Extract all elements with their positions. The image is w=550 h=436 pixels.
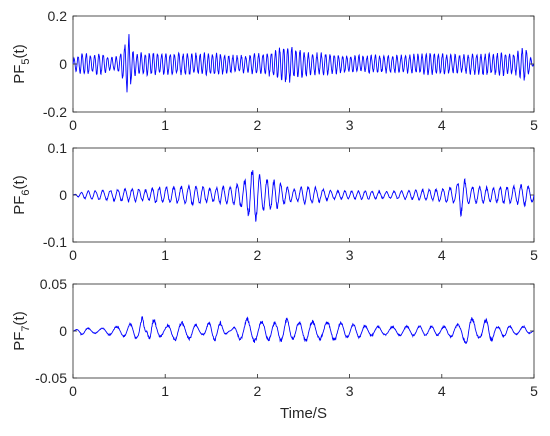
- series-line: [72, 316, 535, 344]
- x-tick-label: 2: [254, 247, 262, 263]
- x-tick-label: 5: [530, 117, 538, 133]
- plot-frame: [72, 283, 535, 379]
- y-tick-label: 0.05: [40, 276, 67, 292]
- x-tick-label: 1: [161, 383, 169, 399]
- y-tick-label: 0.2: [48, 8, 68, 24]
- x-tick-label: 2: [254, 383, 262, 399]
- x-tick-label: 5: [530, 247, 538, 263]
- x-tick-label: 4: [438, 383, 446, 399]
- x-tick-label: 5: [530, 383, 538, 399]
- y-axis-label-suffix: (t): [11, 175, 28, 189]
- x-tick-label: 1: [161, 247, 169, 263]
- x-tick-label: 0: [69, 247, 77, 263]
- y-tick-label: 0: [59, 187, 67, 203]
- x-tick-label: 4: [438, 247, 446, 263]
- y-axis-label: PF5(t): [11, 44, 32, 83]
- x-tick-label: 0: [69, 383, 77, 399]
- x-tick-label: 3: [346, 383, 354, 399]
- series-line: [72, 170, 535, 222]
- y-tick-label: -0.2: [43, 104, 67, 120]
- y-axis-label: PF7(t): [11, 311, 32, 350]
- y-axis-label-sub: 5: [20, 58, 32, 64]
- y-axis-label-sub: 6: [20, 189, 32, 195]
- y-tick-label: -0.1: [43, 234, 67, 250]
- y-axis-label-main: PF: [11, 196, 28, 215]
- y-tick-label: -0.05: [35, 370, 67, 386]
- y-axis-label-suffix: (t): [11, 44, 28, 58]
- series-line: [72, 34, 535, 93]
- x-tick-label: 1: [161, 117, 169, 133]
- x-tick-label: 3: [346, 247, 354, 263]
- x-tick-label: 3: [346, 117, 354, 133]
- y-axis-label-sub: 7: [20, 325, 32, 331]
- y-axis-label-suffix: (t): [11, 311, 28, 325]
- y-tick-label: 0: [59, 323, 67, 339]
- x-tick-label: 2: [254, 117, 262, 133]
- y-axis-label-main: PF: [11, 332, 28, 351]
- y-tick-label: 0.1: [48, 140, 68, 156]
- plot-frame: [72, 147, 535, 243]
- x-tick-label: 0: [69, 117, 77, 133]
- x-tick-label: 4: [438, 117, 446, 133]
- x-axis-label: Time/S: [280, 405, 327, 422]
- y-axis-label-main: PF: [11, 65, 28, 84]
- y-tick-label: 0: [59, 56, 67, 72]
- y-axis-label: PF6(t): [11, 175, 32, 214]
